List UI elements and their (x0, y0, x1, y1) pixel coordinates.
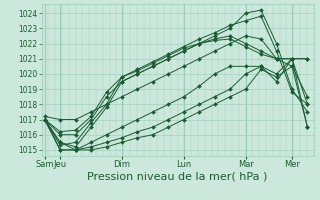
X-axis label: Pression niveau de la mer( hPa ): Pression niveau de la mer( hPa ) (87, 172, 268, 182)
